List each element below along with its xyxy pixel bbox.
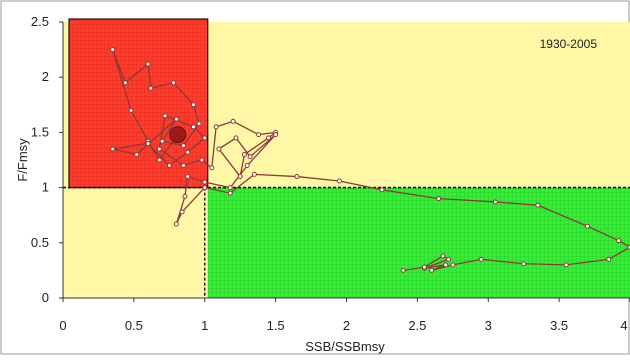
data-point	[244, 163, 250, 169]
data-point	[166, 163, 172, 169]
overfishing-zone-grid	[68, 18, 209, 189]
data-point	[156, 157, 162, 163]
data-point	[180, 143, 186, 149]
data-point	[443, 262, 449, 268]
data-point	[185, 149, 191, 155]
data-point	[563, 262, 569, 268]
data-point	[251, 171, 257, 177]
data-point	[421, 264, 427, 270]
data-point	[294, 174, 300, 180]
data-point	[110, 146, 116, 152]
data-point	[233, 135, 239, 141]
y-tick-label: 2	[42, 69, 49, 84]
data-point	[440, 253, 446, 259]
data-point	[247, 154, 253, 160]
data-point	[148, 85, 154, 91]
y-tick-label: 0.5	[31, 235, 49, 250]
data-point	[196, 121, 202, 127]
data-point	[237, 174, 243, 180]
data-point	[227, 190, 233, 196]
data-point	[182, 193, 188, 199]
data-point	[185, 174, 191, 180]
x-tick-label: 0.5	[125, 318, 143, 333]
data-point	[159, 138, 165, 144]
data-point	[436, 196, 442, 202]
data-point	[606, 256, 612, 262]
x-axis-label: SSB/SSBmsy	[305, 339, 385, 354]
data-point	[145, 140, 151, 146]
data-point	[429, 267, 435, 273]
data-point	[180, 163, 186, 169]
y-tick-label: 1	[42, 180, 49, 195]
data-point	[450, 262, 456, 268]
data-point	[162, 113, 168, 119]
data-point	[171, 80, 177, 86]
x-tick-label: 4	[620, 318, 627, 333]
year-range-annotation: 1930-2005	[540, 37, 598, 51]
data-point	[173, 116, 179, 122]
quadrants	[63, 18, 630, 298]
data-point	[179, 209, 185, 215]
highlight-point	[169, 126, 187, 144]
trajectory-line	[111, 48, 630, 272]
data-point	[266, 135, 272, 141]
data-point	[379, 187, 385, 193]
x-tick-label: 2	[343, 318, 350, 333]
data-point	[535, 202, 541, 208]
healthy-zone-grid	[207, 187, 630, 298]
axes: 0 0.5 1 1.5 2 2.5 3 3.5 4 0 0.5 1 1.5 2 2.5	[31, 14, 630, 333]
data-point	[145, 61, 151, 67]
y-axis-label: F/Fmsy	[15, 138, 30, 182]
data-point	[202, 185, 208, 191]
data-point	[173, 221, 179, 227]
data-point	[216, 146, 222, 152]
data-point	[478, 256, 484, 262]
data-point	[202, 135, 208, 141]
data-point	[446, 256, 452, 262]
data-point	[190, 102, 196, 108]
data-point	[521, 261, 527, 267]
y-tick-label: 1.5	[31, 124, 49, 139]
x-tick-label: 3.5	[550, 318, 568, 333]
data-point	[616, 238, 622, 244]
data-point	[273, 132, 279, 138]
data-point	[227, 185, 233, 191]
data-point	[336, 178, 342, 184]
data-point	[199, 157, 205, 163]
data-point	[584, 223, 590, 229]
series-layer	[110, 47, 630, 273]
data-point	[213, 124, 219, 130]
data-point	[256, 132, 262, 138]
data-point	[202, 179, 208, 185]
data-point	[209, 165, 215, 171]
data-point	[400, 267, 406, 273]
x-tick-label: 1.5	[267, 318, 285, 333]
x-tick-label: 3	[485, 318, 492, 333]
data-point	[122, 80, 128, 86]
data-point	[110, 47, 116, 53]
x-tick-label: 2.5	[408, 318, 426, 333]
x-tick-label: 0	[59, 318, 66, 333]
data-point	[241, 151, 247, 157]
data-point	[128, 107, 134, 113]
data-point	[230, 118, 236, 124]
y-tick-label: 2.5	[31, 14, 49, 29]
data-point	[492, 199, 498, 205]
data-point	[134, 151, 140, 157]
y-tick-label: 0	[42, 290, 49, 305]
data-point	[156, 146, 162, 152]
x-tick-label: 1	[201, 318, 208, 333]
data-point	[190, 124, 196, 130]
